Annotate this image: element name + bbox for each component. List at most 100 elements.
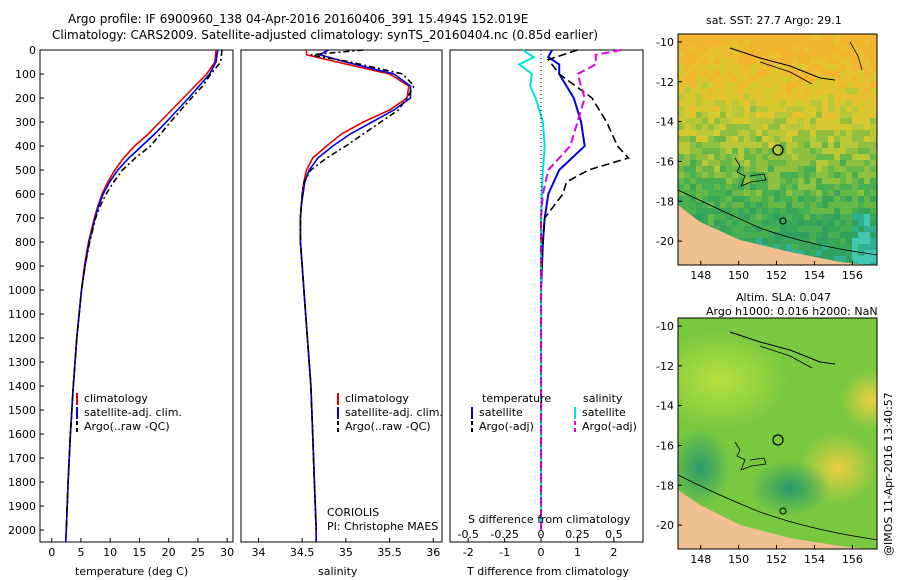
- sst-cell: [714, 106, 720, 112]
- sst-cell: [840, 184, 846, 190]
- sst-cell: [864, 196, 870, 202]
- sst-cell: [762, 226, 768, 232]
- sst-cell: [828, 82, 834, 88]
- sst-cell: [816, 64, 822, 70]
- sst-cell: [798, 208, 804, 214]
- sst-cell: [714, 124, 720, 130]
- sst-cell: [702, 76, 708, 82]
- sst-cell: [720, 124, 726, 130]
- sst-cell: [732, 142, 738, 148]
- sst-cell: [750, 106, 756, 112]
- sst-cell: [810, 124, 816, 130]
- sst-cell: [840, 202, 846, 208]
- sst-cell: [786, 208, 792, 214]
- sst-cell: [702, 106, 708, 112]
- sst-cell: [792, 124, 798, 130]
- sst-cell: [840, 46, 846, 52]
- sst-cell: [762, 40, 768, 46]
- sla-reef-south: [734, 441, 767, 471]
- sst-cell: [762, 34, 768, 40]
- sst-cell: [798, 52, 804, 58]
- sst-cell: [834, 238, 840, 244]
- sst-cell: [690, 136, 696, 142]
- sst-cell: [738, 196, 744, 202]
- sst-cell: [858, 118, 864, 124]
- sst-cell: [810, 244, 816, 250]
- sst-cell: [870, 70, 876, 76]
- sst-cell: [702, 70, 708, 76]
- sst-cell: [684, 166, 690, 172]
- map-x-tick-label-sla: 154: [804, 553, 825, 566]
- sst-cell: [720, 52, 726, 58]
- sst-cell: [858, 184, 864, 190]
- map-y-tick-label-sst: -14: [656, 116, 674, 129]
- sst-cell: [816, 46, 822, 52]
- sst-cell: [732, 196, 738, 202]
- sst-cell: [774, 220, 780, 226]
- sst-cell: [834, 142, 840, 148]
- sst-cell: [702, 118, 708, 124]
- sst-cell: [714, 46, 720, 52]
- sst-cell: [714, 148, 720, 154]
- sst-cell: [720, 214, 726, 220]
- sst-cell: [864, 70, 870, 76]
- sst-cell: [870, 244, 876, 250]
- sst-cell: [840, 136, 846, 142]
- sst-cell: [702, 88, 708, 94]
- sst-cell: [786, 184, 792, 190]
- sst-cell: [870, 262, 876, 265]
- sst-cell: [792, 64, 798, 70]
- sst-cell: [846, 118, 852, 124]
- sst-cell: [846, 46, 852, 52]
- sst-cell: [816, 166, 822, 172]
- x-tick-label: 1: [574, 546, 581, 559]
- sst-cell: [708, 124, 714, 130]
- sst-cell: [810, 154, 816, 160]
- map-y-tick-label-sla: -14: [656, 400, 674, 413]
- sst-cell: [744, 142, 750, 148]
- sst-cell: [798, 106, 804, 112]
- x-tick-label: 35.5: [377, 546, 402, 559]
- sst-cell: [852, 130, 858, 136]
- sst-cell: [690, 76, 696, 82]
- sst-cell: [774, 184, 780, 190]
- sst-cell: [720, 160, 726, 166]
- sst-cell: [732, 88, 738, 94]
- sst-cell: [852, 136, 858, 142]
- sst-cell: [780, 178, 786, 184]
- sst-cell: [834, 130, 840, 136]
- sst-cell: [702, 136, 708, 142]
- sst-cell: [786, 238, 792, 244]
- sst-cell: [846, 88, 852, 94]
- sst-cell: [684, 136, 690, 142]
- sla-land-australia: [678, 490, 869, 549]
- sst-cell: [804, 118, 810, 124]
- sst-land-australia: [678, 205, 869, 265]
- sst-cell: [768, 88, 774, 94]
- sst-cell: [720, 148, 726, 154]
- sst-cell: [744, 46, 750, 52]
- sst-cell: [786, 178, 792, 184]
- sst-cell: [846, 112, 852, 118]
- sst-cell: [858, 220, 864, 226]
- sst-cell: [696, 64, 702, 70]
- sst-cell: [732, 106, 738, 112]
- sst-cell: [726, 142, 732, 148]
- series-temperature-satellite-line: [540, 49, 586, 530]
- sst-cell: [684, 130, 690, 136]
- sst-cell: [750, 46, 756, 52]
- sst-cell: [738, 46, 744, 52]
- sst-cell: [840, 106, 846, 112]
- sst-cell: [756, 226, 762, 232]
- sst-cell: [738, 70, 744, 76]
- sst-cell: [816, 94, 822, 100]
- sst-cell: [780, 220, 786, 226]
- map-y-tick-label-sst: -10: [656, 36, 674, 49]
- sst-cell: [834, 166, 840, 172]
- sst-cell: [690, 34, 696, 40]
- sst-cell: [822, 130, 828, 136]
- sst-cell: [846, 94, 852, 100]
- sst-cell: [750, 190, 756, 196]
- sla-map-frame: [677, 317, 878, 550]
- sst-cell: [690, 160, 696, 166]
